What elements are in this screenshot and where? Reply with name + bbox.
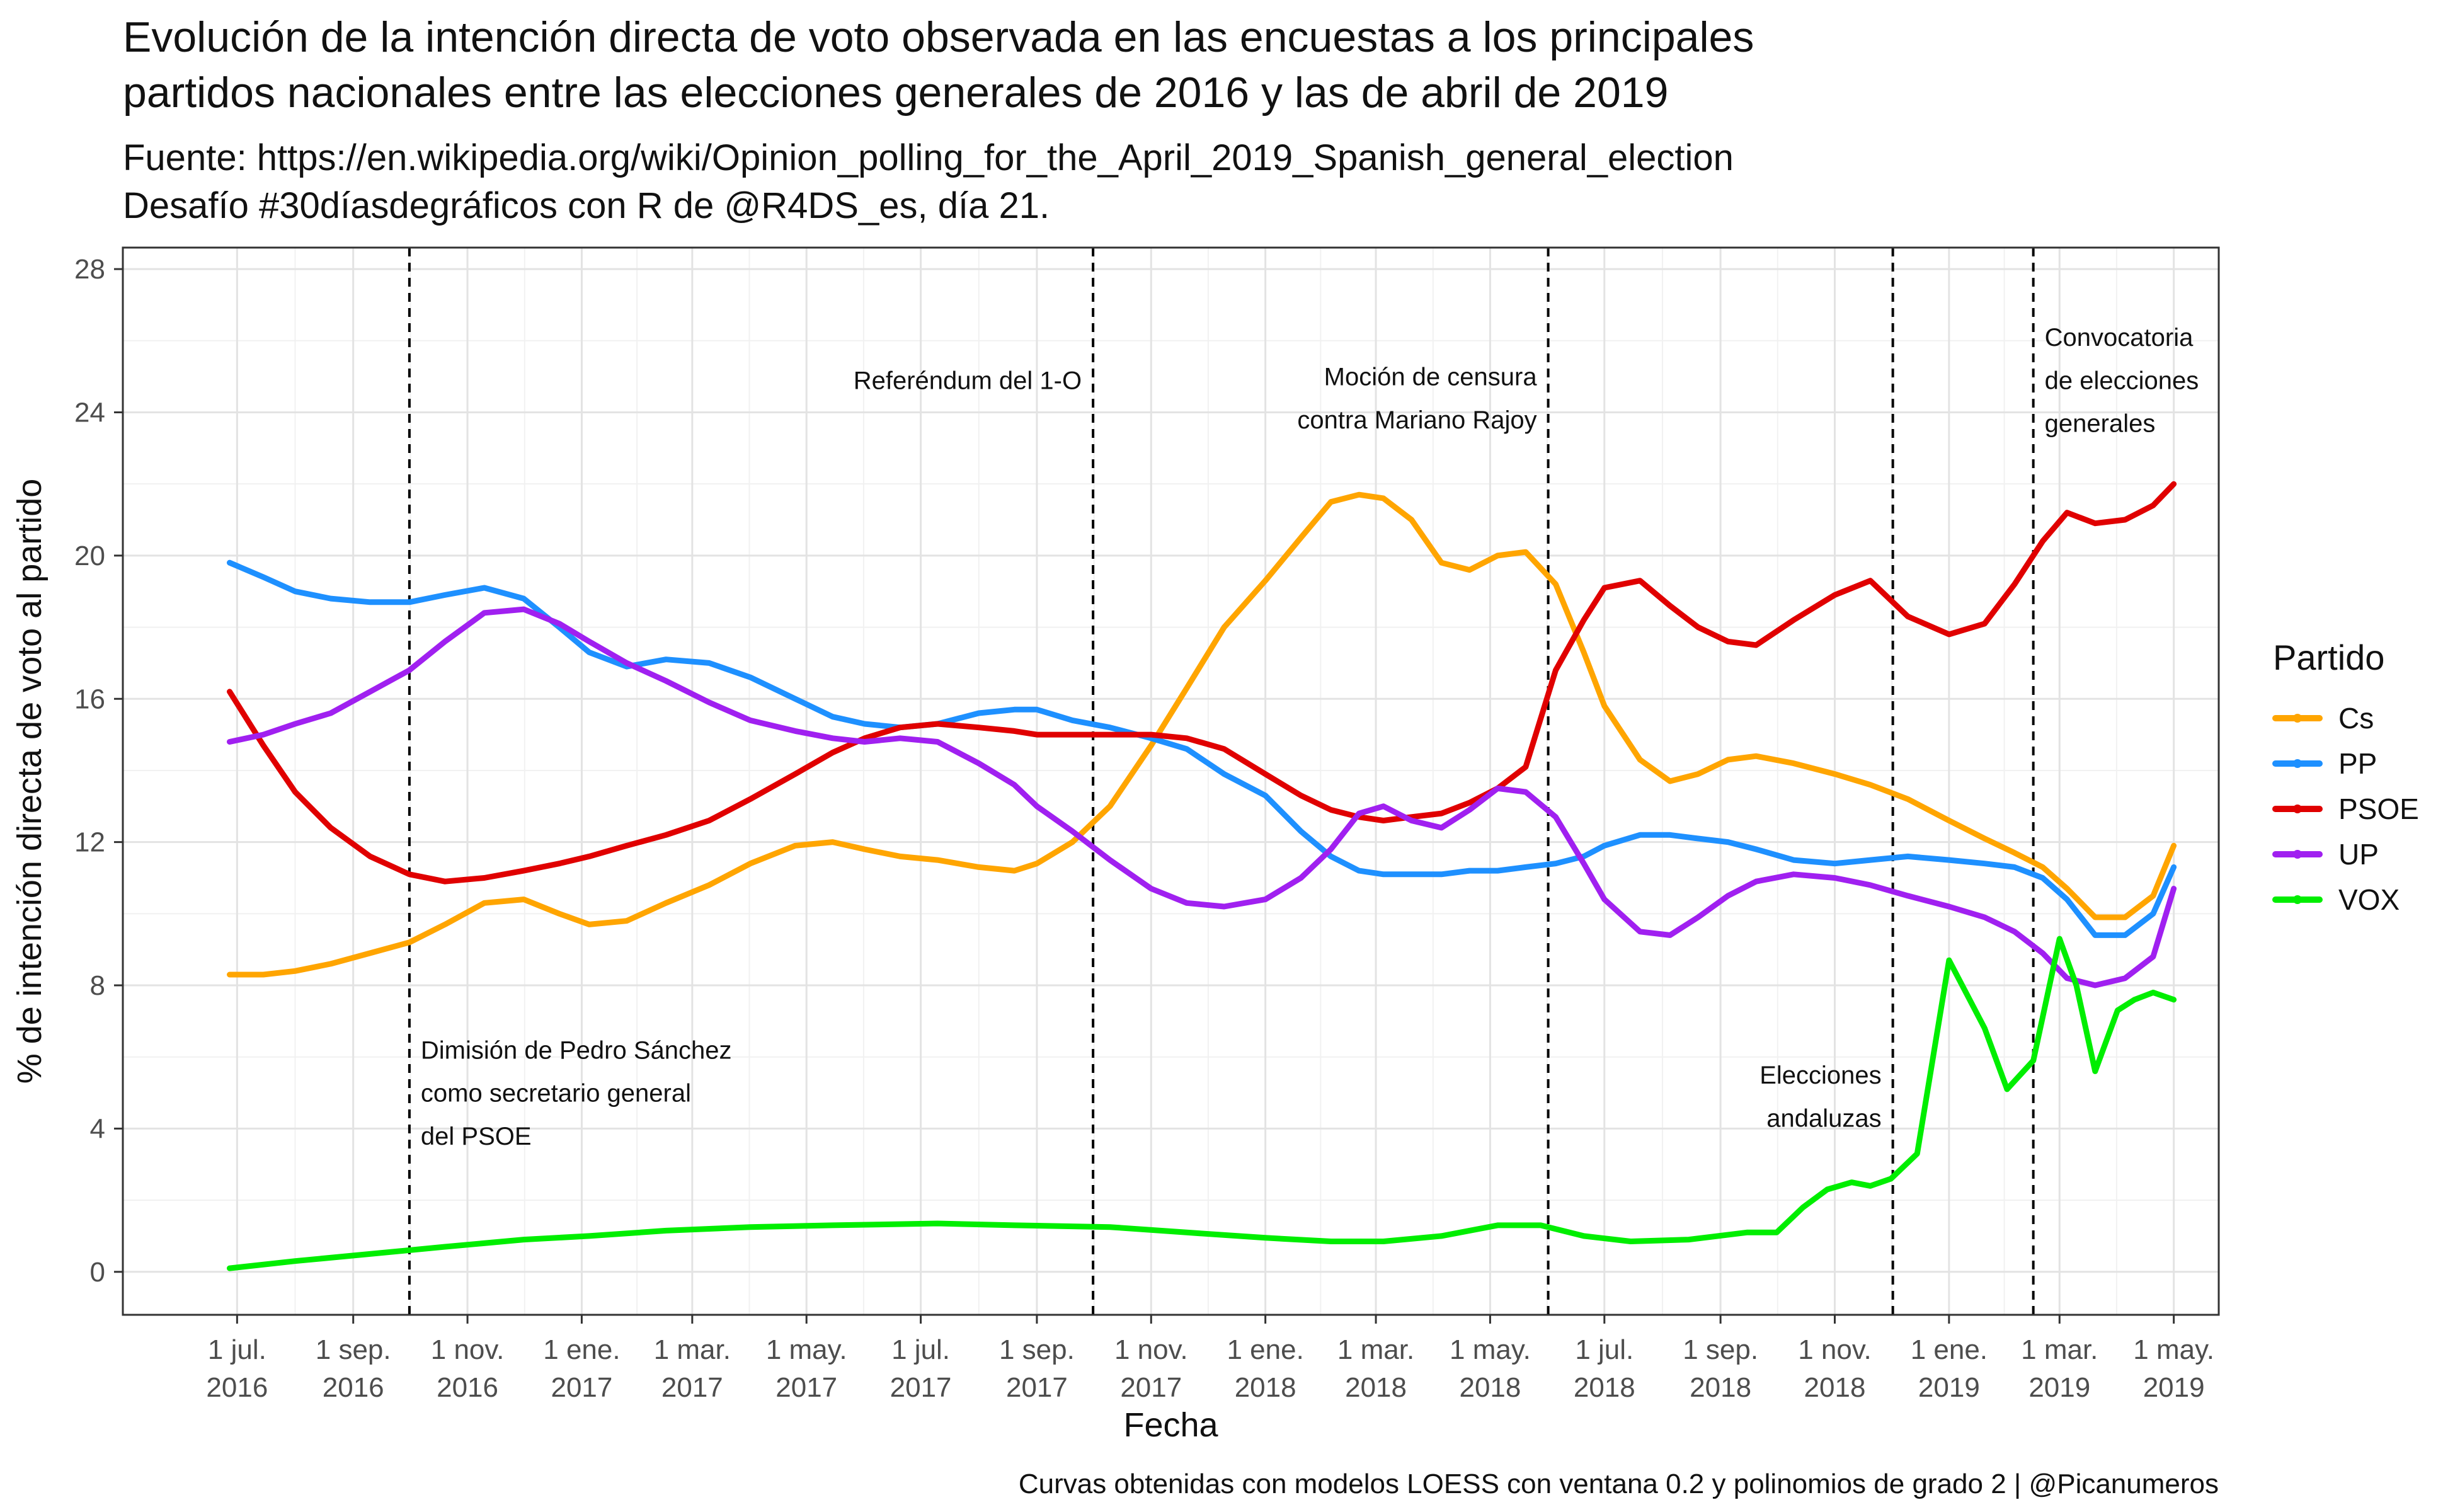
event-annotation: Moción de censura	[1324, 364, 1538, 391]
x-tick-label: 1 ene. 2018	[1227, 1334, 1303, 1403]
y-tick-label: 16	[74, 684, 105, 714]
y-axis: 0 4 8 12 16 20 24 28	[74, 254, 123, 1288]
x-tick-label: 1 jul. 2018	[1574, 1334, 1635, 1403]
series-line-psoe	[227, 481, 2177, 885]
x-tick-label: 1 ene. 2017	[543, 1334, 620, 1403]
event-annotation: contra Mariano Rajoy	[1297, 406, 1536, 434]
legend-label: VOX	[2338, 883, 2400, 916]
chart-caption: Curvas obtenidas con modelos LOESS con v…	[1019, 1469, 2219, 1499]
y-tick-label: 20	[74, 541, 105, 571]
chart-subtitle-line: Fuente: https://en.wikipedia.org/wiki/Op…	[123, 137, 1734, 178]
event-annotation: como secretario general	[421, 1080, 691, 1108]
legend-label: PSOE	[2338, 793, 2419, 825]
x-tick-label: 1 mar. 2018	[1337, 1334, 1414, 1403]
plot-panel	[123, 248, 2219, 1315]
x-tick-label: 1 sep. 2017	[999, 1334, 1075, 1403]
legend-key-dot	[2293, 759, 2302, 768]
x-tick-label: 1 sep. 2016	[316, 1334, 391, 1403]
legend-label: Cs	[2338, 702, 2374, 735]
legend-label: PP	[2338, 747, 2377, 780]
chart-title-line: partidos nacionales entre las elecciones…	[123, 69, 1668, 117]
y-tick-label: 24	[74, 397, 105, 428]
y-tick-label: 0	[90, 1257, 105, 1288]
x-tick-label: 1 may. 2017	[766, 1334, 847, 1403]
x-tick-label: 1 jul. 2016	[206, 1334, 268, 1403]
plot-border	[122, 246, 2220, 1316]
x-axis-title: Fecha	[1123, 1406, 1218, 1444]
series-line-up	[227, 606, 2177, 988]
y-tick-label: 12	[74, 827, 105, 858]
major-gridlines	[123, 248, 2219, 1315]
y-tick-label: 4	[90, 1113, 105, 1144]
x-tick-label: 1 mar. 2017	[654, 1334, 731, 1403]
y-tick-label: 8	[90, 970, 105, 1001]
event-annotation: Elecciones	[1759, 1062, 1881, 1089]
event-annotation: de elecciones	[2045, 367, 2199, 394]
legend-title: Partido	[2273, 638, 2384, 677]
event-annotation: del PSOE	[421, 1123, 532, 1150]
x-tick-label: 1 jul. 2017	[890, 1334, 952, 1403]
x-tick-label: 1 sep. 2018	[1683, 1334, 1758, 1403]
chart-title: Evolución de la intención directa de vot…	[123, 13, 1754, 117]
x-tick-label: 1 mar. 2019	[2021, 1334, 2098, 1403]
event-annotation: andaluzas	[1766, 1104, 1881, 1132]
series-line-cs	[227, 491, 2177, 978]
legend-key-dot	[2293, 714, 2302, 723]
x-tick-label: 1 nov. 2016	[431, 1334, 505, 1403]
legend-label: UP	[2338, 838, 2379, 871]
x-tick-label: 1 ene. 2019	[1911, 1334, 1988, 1403]
chart-title-line: Evolución de la intención directa de vot…	[123, 13, 1754, 61]
x-tick-label: 1 nov. 2018	[1798, 1334, 1872, 1403]
series-line-pp	[227, 559, 2177, 938]
x-tick-label: 1 may. 2018	[1450, 1334, 1531, 1403]
series-lines	[227, 481, 2177, 1271]
y-tick-label: 28	[74, 254, 105, 285]
legend: Partido Cs PP PSOE UP VOX	[2272, 638, 2419, 916]
chart-subtitle: Fuente: https://en.wikipedia.org/wiki/Op…	[123, 137, 1734, 226]
minor-gridlines	[123, 248, 2219, 1315]
x-tick-label: 1 nov. 2017	[1114, 1334, 1188, 1403]
chart-subtitle-line: Desafío #30díasdegráficos con R de @R4DS…	[123, 185, 1050, 226]
legend-key-dot	[2293, 895, 2302, 904]
x-tick-label: 1 may. 2019	[2133, 1334, 2214, 1403]
legend-key-dot	[2293, 805, 2302, 813]
series-line-vox	[227, 936, 2177, 1271]
event-markers: Dimisión de Pedro Sánchez como secretario…	[408, 248, 2199, 1315]
y-axis-title: % de intención directa de voto al partid…	[11, 479, 49, 1084]
event-annotation: generales	[2045, 410, 2156, 438]
legend-key-dot	[2293, 850, 2302, 859]
event-annotation: Convocatoria	[2045, 324, 2194, 352]
x-axis: 1 jul. 2016 1 sep. 2016 1 nov. 2016 1 ene. 2017…	[206, 1315, 2214, 1403]
event-annotation: Dimisión de Pedro Sánchez	[421, 1036, 732, 1064]
event-annotation: Referéndum del 1-O	[854, 367, 1082, 394]
